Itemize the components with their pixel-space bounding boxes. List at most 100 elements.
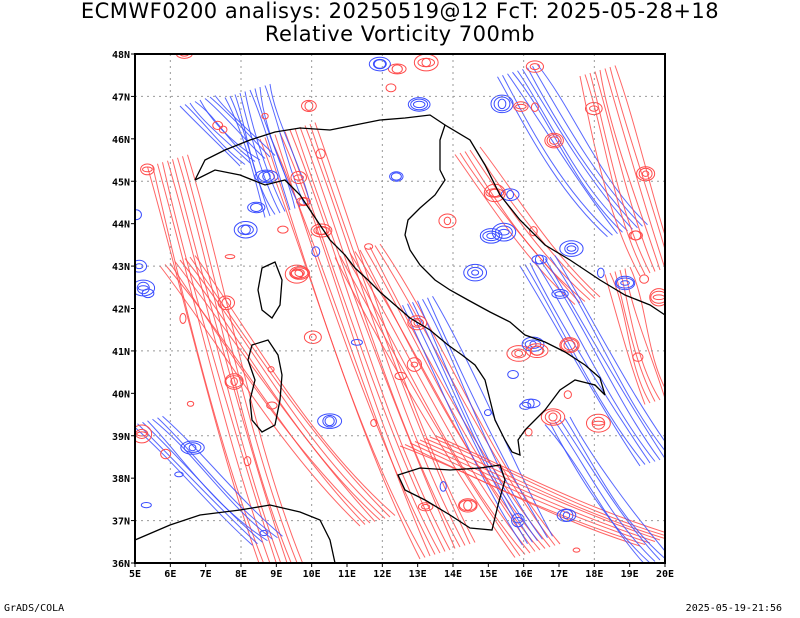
positive-vorticity-cell [485, 188, 505, 198]
negative-vorticity-contour [564, 418, 665, 559]
latitude-ticks: 36N 37N 38N 39N 40N 41N 42N 43N 44N 45N 46N 47N 48N [112, 50, 135, 570]
negative-vorticity-contour [157, 417, 278, 539]
negative-vorticity-cell [507, 369, 519, 379]
negative-vorticity-cell [368, 56, 391, 72]
negative-vorticity-cell [389, 171, 404, 182]
lat-tick-label: 47N [112, 92, 130, 103]
negative-vorticity-contour [507, 73, 618, 235]
negative-vorticity-contour [402, 305, 523, 546]
positive-vorticity-contour [289, 129, 451, 551]
positive-vorticity-contour [414, 441, 656, 542]
positive-vorticity-contour [304, 125, 466, 546]
lon-tick-label: 12E [373, 569, 391, 580]
positive-vorticity-contour [624, 268, 665, 399]
positive-vorticity-contour [147, 166, 260, 563]
lon-tick-label: 11E [338, 569, 356, 580]
positive-vorticity-contour [584, 74, 646, 275]
negative-vorticity-cell [135, 259, 148, 273]
positive-vorticity-contour [454, 154, 576, 305]
positive-vorticity-cell [294, 268, 305, 277]
positive-vorticity-contour [594, 71, 656, 272]
positive-vorticity-cell [225, 375, 244, 388]
positive-vorticity-cell [544, 410, 562, 424]
lat-tick-label: 45N [112, 177, 130, 188]
positive-vorticity-cell [548, 136, 560, 145]
positive-vorticity-cell [458, 499, 477, 512]
negative-vorticity-cell [491, 222, 517, 242]
lon-tick-label: 7E [200, 569, 212, 580]
positive-vorticity-contour [279, 132, 441, 554]
positive-vorticity-contour [354, 251, 536, 552]
lat-tick-label: 48N [112, 50, 130, 61]
positive-vorticity-contour [409, 442, 651, 544]
positive-vorticity-cell [584, 101, 603, 116]
positive-vorticity-cell [410, 317, 425, 328]
positive-vorticity-cell [515, 103, 527, 110]
negative-vorticity-cell [483, 409, 492, 417]
positive-vorticity-contour [379, 243, 561, 545]
negative-vorticity-cell [493, 96, 511, 112]
negative-vorticity-cell [551, 288, 569, 299]
positive-vorticity-contour [404, 444, 646, 545]
positive-vorticity-cell [421, 57, 432, 68]
positive-vorticity-cell [224, 373, 244, 390]
negative-vorticity-cell [373, 59, 387, 69]
positive-vorticity-cell [589, 105, 599, 112]
lon-tick-label: 15E [479, 569, 497, 580]
positive-vorticity-cell [632, 352, 644, 362]
positive-vorticity-contour [157, 163, 271, 563]
positive-vorticity-contour [172, 159, 288, 563]
positive-vorticity-contour [344, 254, 526, 555]
positive-vorticity-contour [579, 75, 641, 277]
positive-vorticity-cell [572, 547, 581, 553]
negative-vorticity-contour [554, 421, 656, 562]
negative-vorticity-contour [529, 262, 651, 464]
positive-vorticity-cell [548, 412, 558, 422]
lat-tick-label: 40N [112, 389, 130, 400]
negative-vorticity-cell [135, 279, 156, 297]
positive-vorticity-cell [308, 333, 317, 341]
negative-vorticity-cell [322, 414, 337, 428]
negative-vorticity-contour [189, 102, 251, 164]
positive-vorticity-contour [159, 265, 361, 527]
positive-vorticity-contour [604, 68, 665, 269]
positive-vorticity-cell [544, 132, 564, 149]
positive-vorticity-cell [511, 348, 527, 359]
positive-vorticity-contour [284, 131, 446, 552]
negative-vorticity-cell [240, 224, 251, 235]
positive-vorticity-contour [434, 435, 665, 533]
render-timestamp: 2025-05-19-21:56 [685, 603, 782, 614]
negative-vorticity-cell [188, 443, 197, 452]
negative-vorticity-cell [233, 220, 258, 239]
positive-vorticity-contour [609, 66, 665, 252]
positive-vorticity-cell [458, 498, 478, 513]
positive-vorticity-cell [296, 196, 311, 207]
negative-vorticity-contour [162, 415, 283, 537]
negative-vorticity-cell [506, 190, 515, 200]
positive-vorticity-cell [650, 290, 665, 304]
lat-lon-grid [135, 54, 665, 563]
negative-vorticity-cell [317, 413, 343, 429]
negative-vorticity-cell [521, 336, 545, 352]
positive-vorticity-cell [277, 225, 289, 234]
positive-vorticity-contour [187, 154, 304, 563]
negative-vorticity-cell [534, 254, 545, 265]
positive-vorticity-cell [179, 313, 187, 324]
positive-vorticity-cell [304, 100, 314, 111]
positive-vorticity-cell [529, 63, 541, 71]
negative-vorticity-contour [559, 419, 661, 561]
negative-vorticity-cell [620, 280, 630, 286]
positive-vorticity-cell [652, 294, 665, 301]
positive-vorticity-contour [269, 135, 431, 557]
positive-vorticity-contour [259, 138, 421, 560]
positive-vorticity-contour [464, 151, 586, 302]
positive-vorticity-cell [290, 267, 309, 279]
negative-vorticity-cell [407, 97, 431, 112]
positive-vorticity-contour [369, 246, 551, 548]
positive-vorticity-cell [266, 401, 278, 410]
chart-title: ECMWF0200 analisys: 20250519@12 FcT: 202… [80, 0, 720, 23]
negative-vorticity-cell [531, 254, 548, 265]
positive-vorticity-contour [299, 126, 461, 548]
negative-vorticity-cell [556, 508, 577, 523]
positive-vorticity-cell [267, 366, 275, 373]
